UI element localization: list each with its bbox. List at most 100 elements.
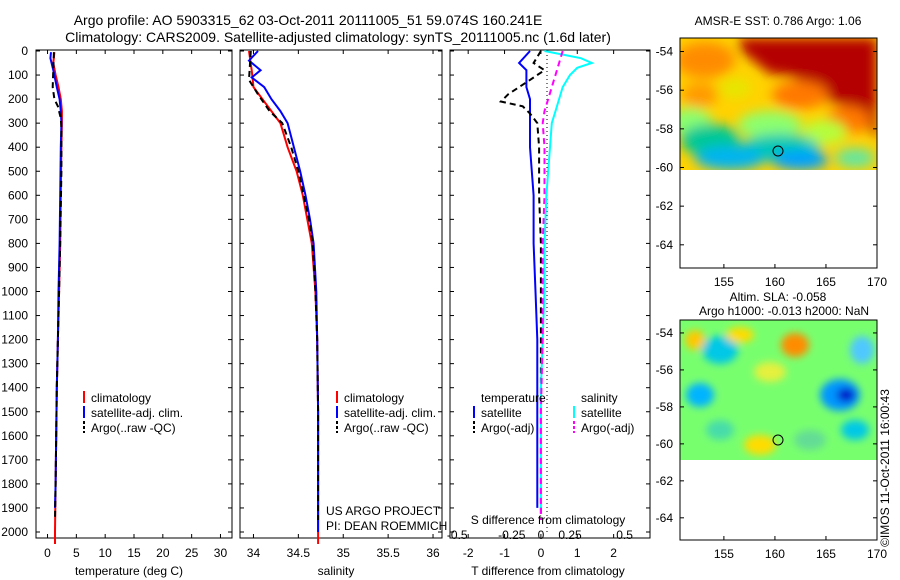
- legend-label-temp-satellite: satellite: [481, 406, 522, 420]
- x-tick-label: 34: [247, 546, 261, 560]
- map-x-tick-label: 155: [714, 547, 734, 561]
- sla-map-x-ticks: 155 160 165 170: [714, 536, 887, 561]
- depth-tick-label: 800: [8, 236, 28, 250]
- depth-tick-label: 600: [8, 188, 28, 202]
- depth-tick-label: 700: [8, 212, 28, 226]
- depth-tick-label: 1100: [2, 309, 28, 323]
- legend-label-temp-argo: Argo(-adj): [481, 421, 534, 435]
- map-y-tick-label: -60: [656, 160, 674, 174]
- salinity-panel-frame: [239, 49, 443, 539]
- series-line-satellite-adj-clim: [247, 50, 320, 532]
- depth-tick-label: 1800: [1, 477, 28, 491]
- depth-tick-label: 900: [8, 260, 28, 274]
- temperature-panel-frame: [35, 49, 233, 539]
- difference-legend: temperature satellite Argo(-adj) salinit…: [473, 391, 634, 435]
- depth-tick-label: 1200: [1, 333, 28, 347]
- depth-tick-label: 1500: [1, 405, 28, 419]
- map-y-tick-label: -56: [656, 83, 674, 97]
- x-tick-label: 20: [156, 546, 170, 560]
- salinity-x-ticks: 34 34.5 35 35.5 36: [247, 50, 440, 560]
- t-difference-axis-label: T difference from climatology: [471, 564, 625, 578]
- salinity-series: [247, 50, 320, 544]
- x-tick-label: 35.5: [376, 546, 400, 560]
- x-tick-label: -2: [463, 546, 474, 560]
- x-tick-label: 1: [574, 546, 581, 560]
- legend-label-climatology: climatology: [91, 391, 151, 405]
- sla-map-y-ticks: -54 -56 -58 -60 -62 -64: [656, 326, 877, 525]
- depth-tick-label: 1000: [1, 285, 28, 299]
- map-y-tick-label: -64: [656, 511, 674, 525]
- map-x-tick-label: 155: [714, 275, 734, 289]
- s-tick-label: -0.25: [498, 528, 526, 542]
- depth-tick-label: 200: [8, 92, 28, 106]
- project-annotation: US ARGO PROJECT: [326, 504, 441, 518]
- depth-tick-label: 500: [8, 164, 28, 178]
- legend-label-satellite-adj: satellite-adj. clim.: [91, 406, 183, 420]
- map-y-tick-label: -64: [656, 238, 674, 252]
- legend-label-sal-satellite: satellite: [581, 406, 622, 420]
- legend-label-satellite-adj: satellite-adj. clim.: [344, 406, 436, 420]
- depth-tick-label: 0: [21, 44, 28, 58]
- map-x-tick-label: 160: [765, 275, 785, 289]
- series-line-temperature-argo-adj: [498, 50, 547, 520]
- temperature-depth-ticks: 0 100 200 300 400 500 600 700 800 900 1000 1100 1200…: [1, 44, 650, 539]
- salinity-axis-label: salinity: [318, 564, 355, 578]
- sst-map-y-ticks: -54 -56 -58 -60 -62 -64: [656, 45, 877, 252]
- legend-label-sal-argo: Argo(-adj): [581, 421, 634, 435]
- map-y-tick-label: -62: [656, 199, 674, 213]
- sst-argo-location-marker: [772, 145, 784, 157]
- salinity-legend: climatology satellite-adj. clim. Argo(..…: [336, 391, 436, 435]
- x-tick-label: 35: [337, 546, 351, 560]
- x-tick-label: 25: [185, 546, 199, 560]
- x-tick-label: 0: [538, 546, 545, 560]
- s-tick-label: 0: [538, 528, 545, 542]
- depth-tick-label: 300: [8, 116, 28, 130]
- map-x-tick-label: 170: [867, 547, 887, 561]
- temperature-series: [49, 52, 63, 544]
- map-y-tick-label: -56: [656, 363, 674, 377]
- figure-title-line1: Argo profile: AO 5903315_62 03-Oct-2011 …: [74, 12, 543, 28]
- legend-title-salinity: salinity: [581, 391, 618, 405]
- x-tick-label: 34.5: [287, 546, 311, 560]
- sst-map-x-ticks: 155 160 165 170: [714, 264, 887, 289]
- x-tick-label: 0: [44, 546, 51, 560]
- map-y-tick-label: -60: [656, 437, 674, 451]
- depth-tick-label: 1600: [1, 429, 28, 443]
- s-difference-axis-label: S difference from climatology: [471, 513, 626, 527]
- depth-tick-label: 1700: [1, 453, 28, 467]
- temperature-axis-label: temperature (deg C): [75, 564, 183, 578]
- depth-tick-label: 400: [8, 140, 28, 154]
- x-tick-label: 2: [610, 546, 617, 560]
- difference-series: [498, 50, 595, 520]
- s-tick-label: 0.25: [558, 528, 582, 542]
- temperature-x-ticks: 0 5 10 15 20 25 30: [44, 50, 227, 560]
- map-y-tick-label: -54: [656, 326, 674, 340]
- map-x-tick-label: 165: [816, 275, 836, 289]
- s-tick-label: 0.5: [616, 528, 633, 542]
- difference-x-ticks: -2 -1 0 1 2: [463, 50, 617, 560]
- x-tick-label: 15: [127, 546, 141, 560]
- depth-tick-label: 1900: [1, 501, 28, 515]
- figure-title-line2: Climatology: CARS2009. Satellite-adjuste…: [65, 29, 611, 45]
- sla-argo-location-marker: [772, 434, 784, 446]
- legend-label-argo: Argo(..raw -QC): [91, 421, 176, 435]
- sla-map-frame: [679, 319, 878, 541]
- sst-map-image: [680, 38, 877, 170]
- legend-title-temperature: temperature: [481, 391, 546, 405]
- imos-credit: ©IMOS 11-Oct-2011 16:00:43: [878, 389, 892, 547]
- x-tick-label: 30: [214, 546, 228, 560]
- sla-map-title-line1: Altim. SLA: -0.058: [730, 290, 827, 304]
- x-tick-label: 10: [98, 546, 112, 560]
- series-line-salinity-satellite: [539, 50, 595, 508]
- map-x-tick-label: 170: [867, 275, 887, 289]
- difference-s-x-ticks: -0.5 -0.25 0 0.25 0.5: [447, 528, 633, 542]
- x-tick-label: 36: [426, 546, 440, 560]
- sla-map-title-line2: Argo h1000: -0.013 h2000: NaN: [699, 304, 869, 318]
- series-line-temperature-satellite: [517, 50, 539, 508]
- difference-panel-frame: [449, 49, 651, 539]
- map-y-tick-label: -58: [656, 122, 674, 136]
- depth-tick-label: 2000: [1, 525, 28, 539]
- pi-annotation: PI: DEAN ROEMMICH: [326, 519, 447, 533]
- sst-map-title: AMSR-E SST: 0.786 Argo: 1.06: [695, 14, 862, 28]
